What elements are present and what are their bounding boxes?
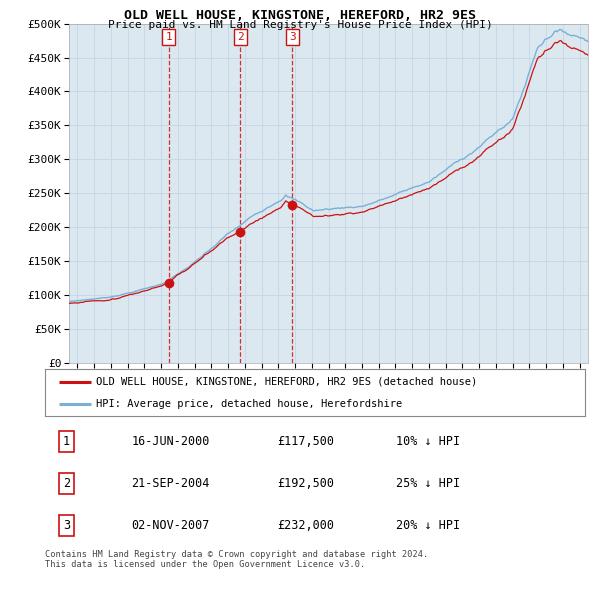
Text: 16-JUN-2000: 16-JUN-2000 [131,435,210,448]
Text: £232,000: £232,000 [277,519,334,532]
Text: 02-NOV-2007: 02-NOV-2007 [131,519,210,532]
Text: 1: 1 [166,32,172,42]
Text: 20% ↓ HPI: 20% ↓ HPI [396,519,460,532]
Text: 21-SEP-2004: 21-SEP-2004 [131,477,210,490]
Text: 2: 2 [63,477,70,490]
Text: OLD WELL HOUSE, KINGSTONE, HEREFORD, HR2 9ES (detached house): OLD WELL HOUSE, KINGSTONE, HEREFORD, HR2… [96,377,478,387]
Text: HPI: Average price, detached house, Herefordshire: HPI: Average price, detached house, Here… [96,399,403,409]
Text: 25% ↓ HPI: 25% ↓ HPI [396,477,460,490]
Text: OLD WELL HOUSE, KINGSTONE, HEREFORD, HR2 9ES: OLD WELL HOUSE, KINGSTONE, HEREFORD, HR2… [124,9,476,22]
Text: £117,500: £117,500 [277,435,334,448]
Text: 1: 1 [63,435,70,448]
Text: 2: 2 [237,32,244,42]
Text: Price paid vs. HM Land Registry's House Price Index (HPI): Price paid vs. HM Land Registry's House … [107,20,493,30]
Text: 3: 3 [289,32,296,42]
Text: £192,500: £192,500 [277,477,334,490]
Text: Contains HM Land Registry data © Crown copyright and database right 2024.
This d: Contains HM Land Registry data © Crown c… [45,550,428,569]
Text: 10% ↓ HPI: 10% ↓ HPI [396,435,460,448]
Text: 3: 3 [63,519,70,532]
